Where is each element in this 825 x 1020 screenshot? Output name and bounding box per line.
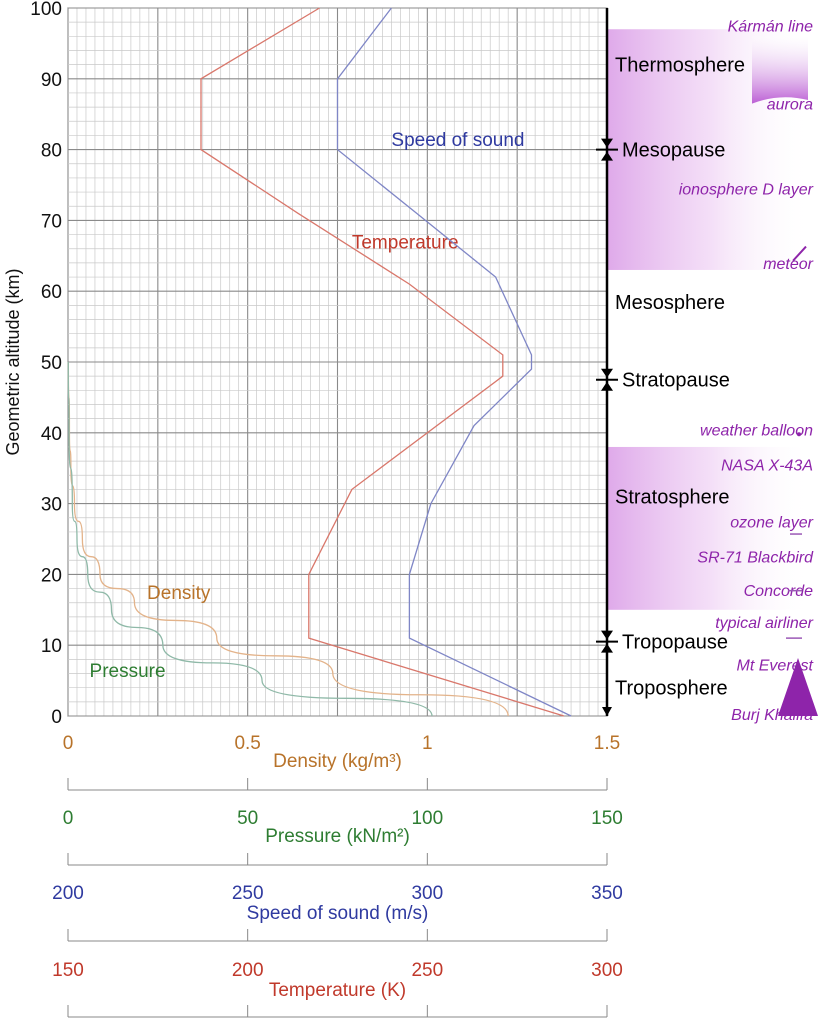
annotation-label: weather balloon <box>700 422 813 439</box>
mesopause-label: Mesopause <box>622 140 725 162</box>
y-axis: 0 10 20 30 40 50 60 70 80 90 100 <box>30 0 62 728</box>
karman-line-marker <box>752 36 808 104</box>
annotation-label: meteor <box>763 256 813 273</box>
density-axis-label: Density (kg/m³) <box>273 751 402 772</box>
density-tick-label: 1.5 <box>594 733 620 754</box>
y-tick-label: 20 <box>41 565 62 586</box>
y-tick-label: 30 <box>41 495 62 516</box>
temperature-line <box>200 7 565 717</box>
speed-of-sound-series-label: Speed of sound <box>391 130 524 151</box>
density-line <box>67 361 509 717</box>
temperature-tick-label: 150 <box>52 960 84 981</box>
annotation-label: ionosphere D layer <box>679 182 814 199</box>
pressure-line <box>67 361 433 717</box>
annotation-label: Kármán line <box>728 19 813 36</box>
ozone-band <box>607 446 812 610</box>
temperature-tick-label: 200 <box>232 960 264 981</box>
stratopause-label: Stratopause <box>622 370 730 392</box>
pressure-series-label: Pressure <box>90 661 166 682</box>
density-tick-label: 0 <box>63 733 74 754</box>
annotation-label: SR-71 Blackbird <box>697 550 814 567</box>
series-lines: Temperature Speed of sound Density Pressure <box>67 7 572 717</box>
y-axis-label: Geometric altitude (km) <box>3 268 23 455</box>
y-tick-label: 60 <box>41 282 62 303</box>
atmosphere-bands <box>607 29 812 610</box>
annotation-label: NASA X-43A <box>721 458 813 475</box>
stratosphere-label: Stratosphere <box>615 487 730 509</box>
temperature-tick-label: 300 <box>591 960 623 981</box>
mesosphere-label: Mesosphere <box>615 292 725 314</box>
arrow-down-icon <box>601 138 613 148</box>
annotation-label: Concorde <box>744 583 813 600</box>
layer-panel: Thermosphere Mesopause Mesosphere Stratopau… <box>596 8 818 724</box>
y-tick-label: 80 <box>41 141 62 162</box>
y-tick-label: 70 <box>41 211 62 232</box>
speed-tick-label: 350 <box>591 883 623 904</box>
mountain-icon <box>778 657 818 716</box>
y-tick-label: 0 <box>51 707 62 728</box>
pressure-tick-label: 150 <box>591 808 623 829</box>
pressure-tick-label: 50 <box>237 808 258 829</box>
temperature-tick-label: 250 <box>411 960 443 981</box>
speed-axis-label: Speed of sound (m/s) <box>247 903 429 924</box>
speed-tick-label: 250 <box>232 883 264 904</box>
density-series-label: Density <box>147 583 211 604</box>
pressure-tick-label: 100 <box>411 808 443 829</box>
density-tick-label: 0.5 <box>234 733 260 754</box>
temperature-series-label: Temperature <box>352 233 459 254</box>
y-tick-label: 50 <box>41 353 62 374</box>
arrow-up-icon <box>601 381 613 391</box>
annotation-label: ozone layer <box>730 514 813 531</box>
temperature-axis-label: Temperature (K) <box>269 980 406 1001</box>
arrow-down-icon <box>602 707 612 716</box>
y-tick-label: 100 <box>30 0 62 20</box>
meteor-icon <box>792 245 807 262</box>
troposphere-label: Troposphere <box>615 678 728 700</box>
pressure-tick-label: 0 <box>63 808 74 829</box>
annotation-label: aurora <box>767 97 813 114</box>
arrow-up-icon <box>601 643 613 653</box>
speed-tick-label: 200 <box>52 883 84 904</box>
y-tick-label: 40 <box>41 424 62 445</box>
arrow-up-icon <box>601 151 613 161</box>
y-tick-label: 90 <box>41 70 62 91</box>
speed-of-sound-line <box>336 7 572 717</box>
thermosphere-label: Thermosphere <box>615 55 745 77</box>
x-axes: 0 0.5 1 1.5 Density (kg/m³) 0 50 100 150 Pressure… <box>52 733 623 1018</box>
arrow-down-icon <box>601 630 613 640</box>
y-tick-label: 10 <box>41 636 62 657</box>
pressure-axis-label: Pressure (kN/m²) <box>265 826 410 847</box>
density-tick-label: 1 <box>422 733 433 754</box>
weather-balloon-icon <box>797 432 801 437</box>
annotation-label: typical airliner <box>715 615 813 632</box>
arrow-down-icon <box>601 368 613 378</box>
speed-tick-label: 300 <box>411 883 443 904</box>
tropopause-label: Tropopause <box>622 632 728 654</box>
